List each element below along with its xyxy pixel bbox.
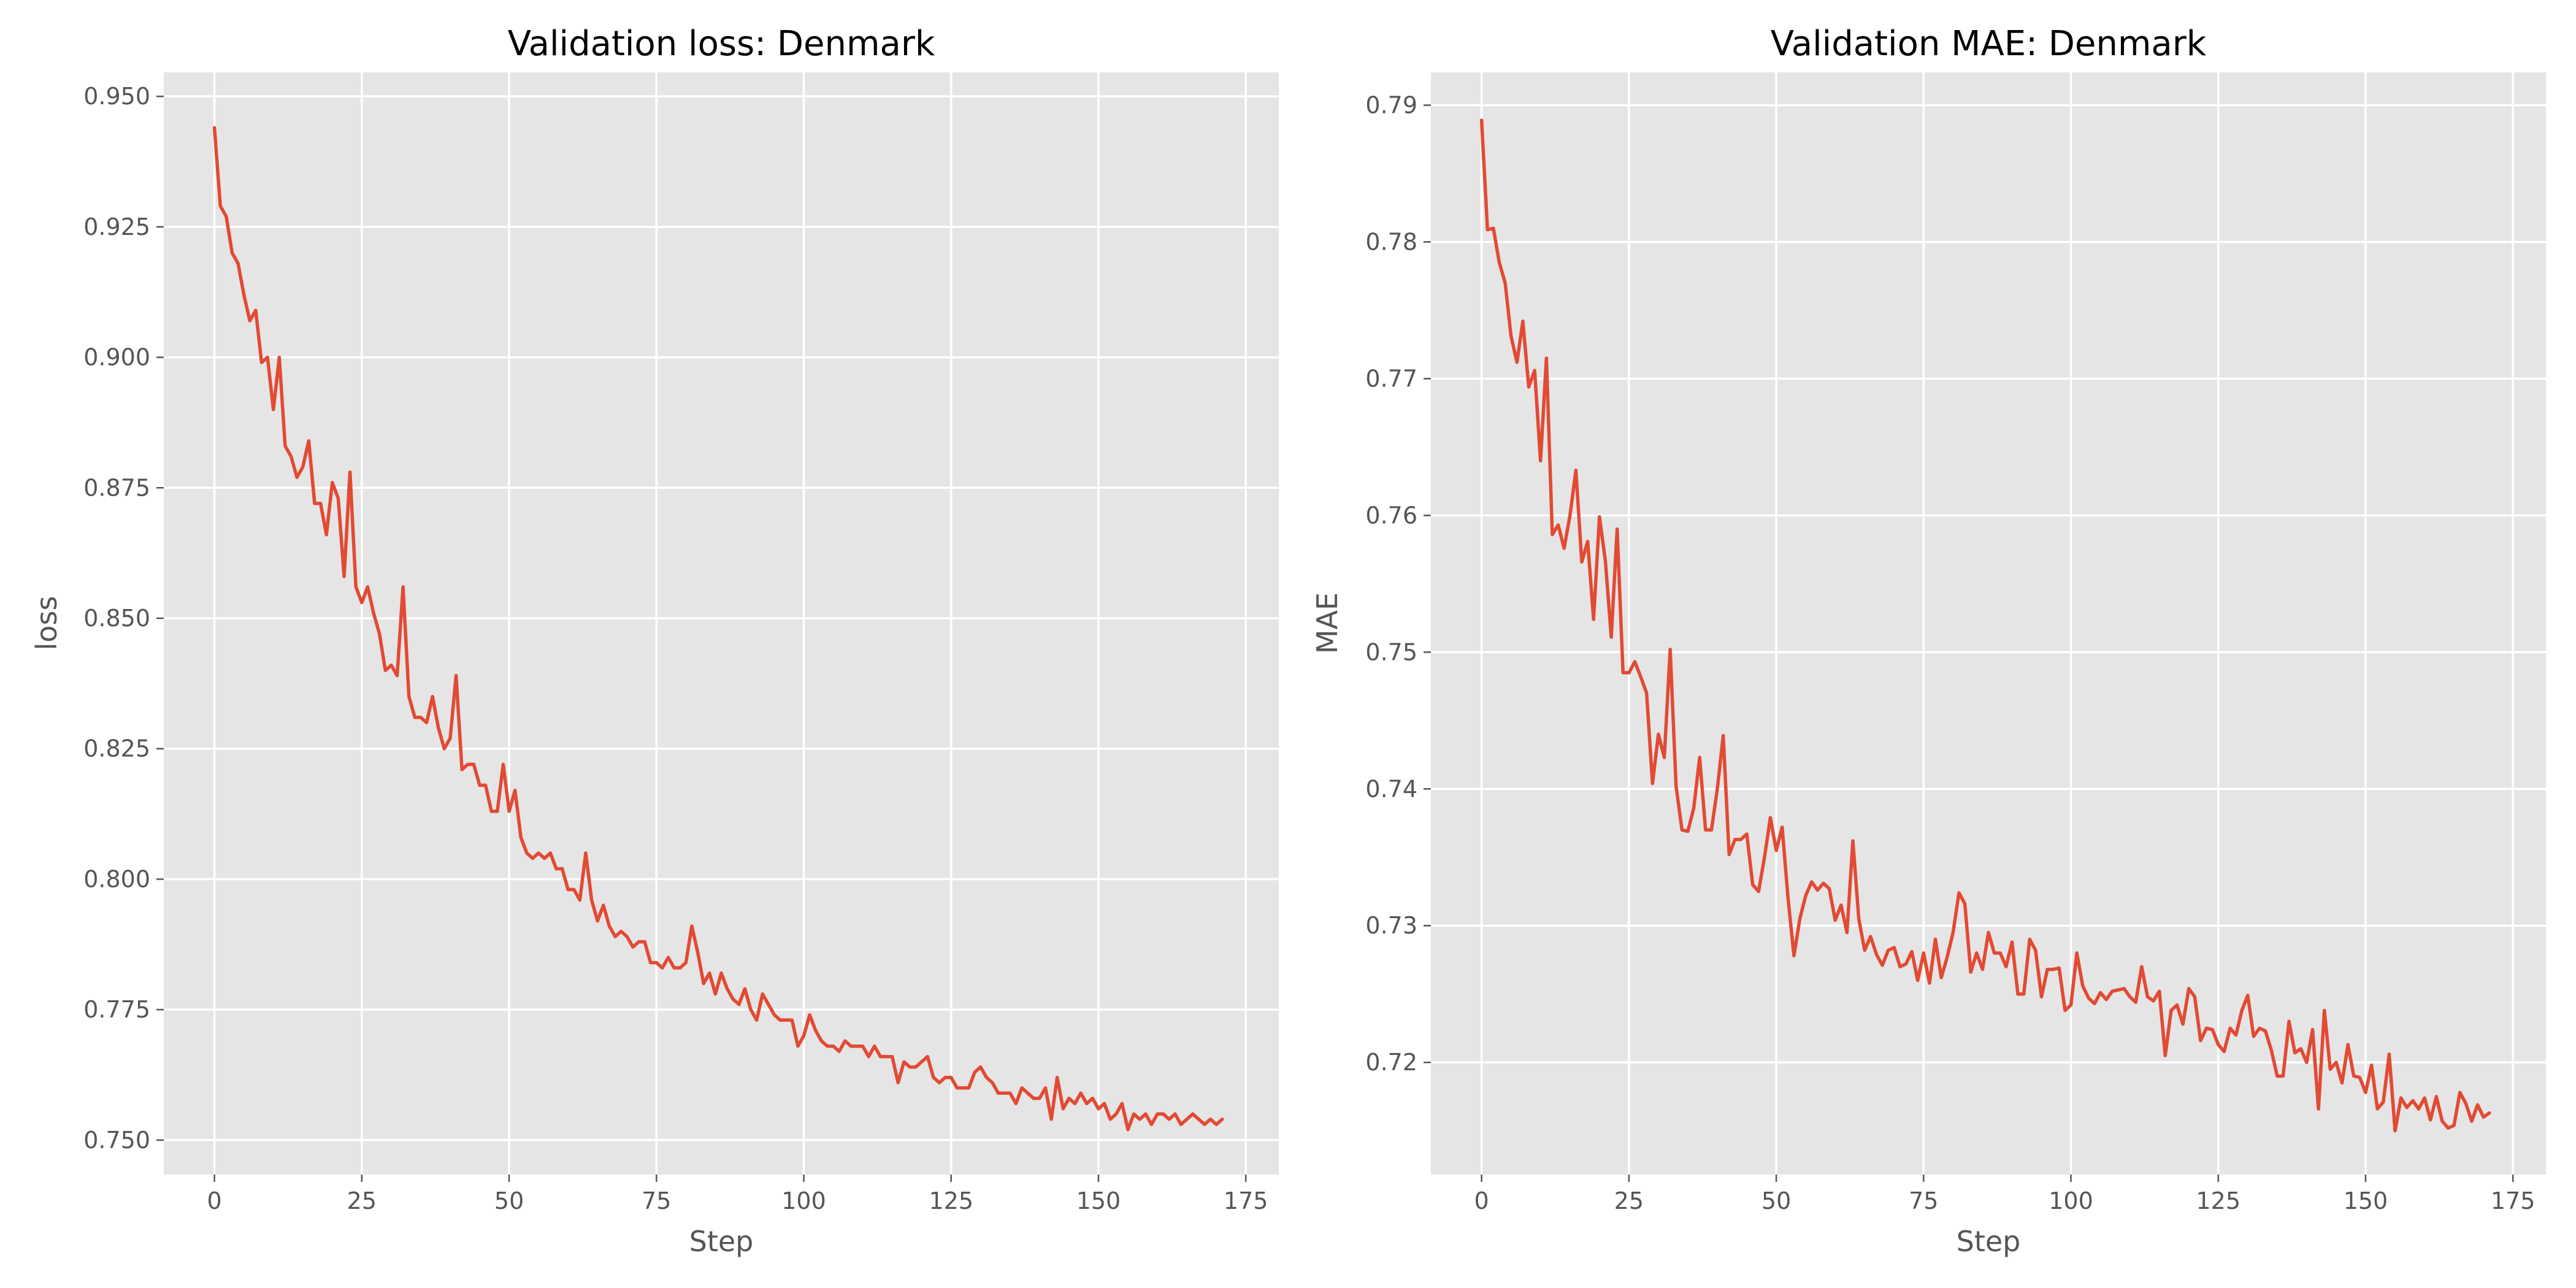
mae-x-tick-label: 125	[2196, 1187, 2241, 1214]
loss-y-tick-label: 0.850	[83, 605, 150, 632]
mae-y-tick-label: 0.79	[1365, 92, 1417, 119]
loss-x-tick-label: 125	[929, 1187, 973, 1214]
loss-chart: 0 25 50 75 100 125 150 175 0.750 0.775 0.800 0.825 0…	[30, 24, 1279, 1258]
mae-y-tick-label: 0.72	[1365, 1049, 1417, 1076]
loss-series-line	[212, 126, 1224, 1132]
loss-x-tick-label: 175	[1224, 1187, 1268, 1214]
mae-x-tick-label: 50	[1761, 1187, 1791, 1214]
loss-chart-title: Validation loss: Denmark	[508, 24, 935, 64]
mae-y-tick-label: 0.73	[1365, 912, 1417, 939]
loss-y-tick-label: 0.875	[83, 474, 150, 501]
mae-series-layer	[1479, 118, 2491, 1133]
loss-y-tick-label: 0.750	[83, 1127, 150, 1154]
mae-x-tick-label: 75	[1909, 1187, 1938, 1214]
mae-y-tick-label: 0.78	[1365, 228, 1417, 255]
mae-x-tick-label: 175	[2491, 1187, 2536, 1214]
mae-x-tick-label: 0	[1474, 1187, 1489, 1214]
loss-y-tick-label: 0.950	[83, 83, 150, 110]
mae-chart-title: Validation MAE: Denmark	[1771, 24, 2207, 64]
mae-x-tick-label: 150	[2344, 1187, 2388, 1214]
mae-y-tick-label: 0.75	[1365, 638, 1417, 665]
mae-y-tick-label: 0.76	[1365, 502, 1417, 529]
mae-x-tick-label: 100	[2049, 1187, 2093, 1214]
loss-series-layer	[212, 126, 1224, 1132]
loss-y-tick-label: 0.800	[83, 865, 150, 892]
loss-x-tick-label: 0	[207, 1187, 222, 1214]
mae-x-tick-label: 25	[1614, 1187, 1644, 1214]
loss-y-tick-label: 0.775	[83, 996, 150, 1023]
mae-y-tick-label: 0.74	[1365, 775, 1417, 802]
mae-series-line	[1479, 118, 2491, 1133]
loss-plot-area	[164, 72, 1279, 1175]
loss-x-tick-label: 75	[642, 1187, 671, 1214]
mae-chart: 0 25 50 75 100 125 150 175 0.72 0.73 0.74 0.75 0.76 0…	[1311, 24, 2546, 1258]
mae-y-axis-label: MAE	[1311, 592, 1344, 654]
loss-y-axis-label: loss	[30, 596, 63, 651]
loss-y-tick-label: 0.825	[83, 735, 150, 762]
mae-grid	[1431, 72, 2546, 1175]
mae-plot-area	[1431, 72, 2546, 1175]
loss-x-tick-label: 100	[781, 1187, 826, 1214]
loss-x-tick-label: 25	[347, 1187, 377, 1214]
mae-ticks: 0 25 50 75 100 125 150 175 0.72 0.73 0.74 0.75 0.76 0…	[1365, 92, 2535, 1214]
loss-x-tick-label: 150	[1076, 1187, 1121, 1214]
loss-grid	[164, 72, 1279, 1175]
loss-y-tick-label: 0.925	[83, 213, 150, 240]
loss-x-tick-label: 50	[494, 1187, 524, 1214]
mae-y-tick-label: 0.77	[1365, 365, 1417, 392]
loss-y-tick-label: 0.900	[83, 344, 150, 371]
loss-x-axis-label: Step	[689, 1225, 754, 1258]
loss-ticks: 0 25 50 75 100 125 150 175 0.750 0.775 0.800 0.825 0…	[83, 83, 1268, 1214]
mae-x-axis-label: Step	[1957, 1225, 2021, 1258]
